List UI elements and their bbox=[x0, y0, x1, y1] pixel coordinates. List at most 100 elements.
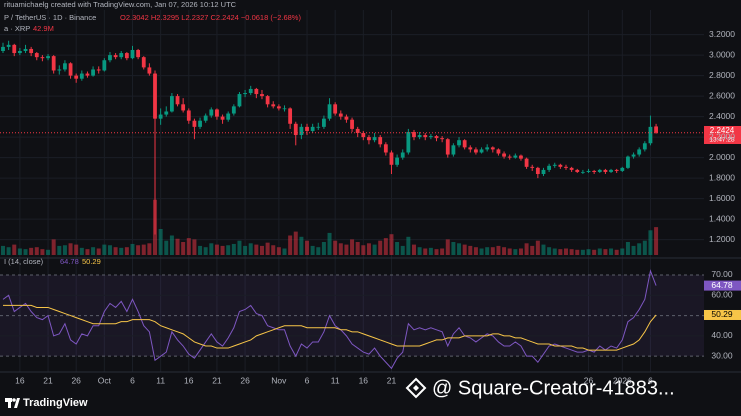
candle-body bbox=[113, 55, 118, 58]
candle-body bbox=[603, 169, 608, 172]
candle-body bbox=[580, 171, 585, 173]
volume-bar bbox=[147, 243, 152, 255]
volume-bar bbox=[62, 245, 67, 255]
candle-body bbox=[541, 169, 546, 175]
candle-body bbox=[547, 165, 552, 170]
y-tick-label: 3.0000 bbox=[709, 49, 735, 59]
rsi-line bbox=[3, 304, 657, 351]
candle-body bbox=[29, 48, 34, 54]
volume-bar bbox=[344, 244, 349, 255]
candle-body bbox=[395, 157, 399, 165]
volume-bar bbox=[558, 249, 563, 255]
y-tick-label: 1.4000 bbox=[709, 213, 735, 223]
volume-bar bbox=[130, 243, 135, 255]
volume-bar bbox=[507, 248, 512, 255]
x-tick-label: 16 bbox=[359, 375, 369, 385]
volume-bar bbox=[51, 239, 56, 255]
ohlc-legend: O2.3042 H2.3295 L2.2327 C2.2424 −0.0618 … bbox=[120, 13, 301, 22]
candle-body bbox=[231, 106, 236, 114]
volume-bar bbox=[107, 245, 112, 255]
candle-body bbox=[400, 152, 405, 158]
grid bbox=[0, 10, 704, 372]
volume-bar bbox=[91, 247, 96, 255]
value-box-label: 64.78 bbox=[711, 280, 733, 290]
x-tick-label: 11 bbox=[156, 375, 165, 385]
candle-body bbox=[91, 69, 95, 76]
candle-body bbox=[586, 170, 591, 172]
volume-bar bbox=[468, 245, 473, 255]
candle-body bbox=[378, 137, 383, 145]
x-tick-label: 26 bbox=[240, 375, 250, 385]
volume-bar bbox=[428, 247, 433, 255]
volume-legend: a · XRP bbox=[4, 24, 30, 33]
watermark: @ Square-Creator-41883... bbox=[432, 377, 675, 399]
volume-bar bbox=[192, 239, 197, 255]
volume-bar bbox=[541, 244, 546, 255]
candle-body bbox=[535, 167, 540, 175]
rsi-band bbox=[0, 274, 704, 357]
candle-body bbox=[136, 49, 141, 58]
volume-bar bbox=[592, 249, 597, 255]
logo-icon bbox=[5, 398, 20, 408]
candle-body bbox=[153, 73, 157, 119]
volume-bar bbox=[181, 242, 186, 255]
candle-body bbox=[485, 147, 490, 150]
candle-body bbox=[361, 133, 366, 138]
value-box-label: 50.29 bbox=[711, 309, 733, 319]
volume-bar bbox=[648, 230, 653, 255]
candle-body bbox=[130, 49, 135, 59]
volume-bar bbox=[513, 249, 518, 255]
volume-value: 42.9M bbox=[33, 24, 54, 33]
rsi-line bbox=[2, 269, 657, 370]
candle-body bbox=[614, 169, 619, 171]
volume-bar bbox=[625, 242, 630, 255]
volume-bar bbox=[524, 243, 529, 255]
candle-body bbox=[316, 126, 321, 128]
rsi-legend-value: 64.78 bbox=[60, 257, 79, 266]
candle-body bbox=[226, 113, 231, 120]
volume-bar bbox=[457, 243, 462, 255]
volume-bar bbox=[164, 240, 169, 255]
volume-bar bbox=[586, 249, 591, 255]
volume-bar bbox=[305, 240, 310, 255]
candle-body bbox=[186, 110, 191, 121]
y-tick-label: 30.00 bbox=[711, 350, 733, 360]
candle-body bbox=[423, 135, 428, 138]
footer bbox=[0, 392, 741, 416]
candle-body bbox=[108, 55, 112, 61]
volume-bar bbox=[603, 249, 608, 255]
countdown: 13:47:28 bbox=[709, 137, 735, 144]
candle-body bbox=[462, 140, 467, 148]
candle-body bbox=[344, 116, 349, 120]
volume-bar bbox=[1, 245, 5, 255]
volume-bar bbox=[254, 244, 259, 255]
candle-body bbox=[457, 140, 461, 146]
candle-body bbox=[575, 169, 580, 172]
volume-bar bbox=[451, 242, 456, 255]
candle-body bbox=[642, 143, 647, 150]
candle-body bbox=[372, 137, 377, 141]
x-tick-label: 21 bbox=[43, 375, 53, 385]
volume-bar bbox=[496, 245, 501, 255]
candle-body bbox=[305, 126, 309, 131]
volume-bar bbox=[378, 240, 383, 255]
volume-bar bbox=[316, 247, 321, 255]
candle-body bbox=[558, 164, 563, 167]
volume-bar bbox=[490, 247, 495, 255]
volume-bar bbox=[175, 238, 180, 255]
candle-body bbox=[57, 69, 62, 71]
volume-bar bbox=[169, 235, 174, 255]
candle-body bbox=[468, 147, 473, 150]
candle-body bbox=[412, 131, 416, 138]
volume-bar bbox=[473, 247, 478, 255]
candle-body bbox=[96, 69, 101, 71]
candle-body bbox=[51, 56, 56, 71]
y-tick-label: 1.2000 bbox=[709, 234, 735, 244]
candle-body bbox=[507, 156, 512, 158]
candle-body bbox=[243, 93, 247, 95]
volume-bar bbox=[237, 240, 242, 255]
volume-bar bbox=[485, 247, 490, 255]
candle-body bbox=[175, 96, 180, 105]
volume-bar bbox=[620, 248, 625, 255]
